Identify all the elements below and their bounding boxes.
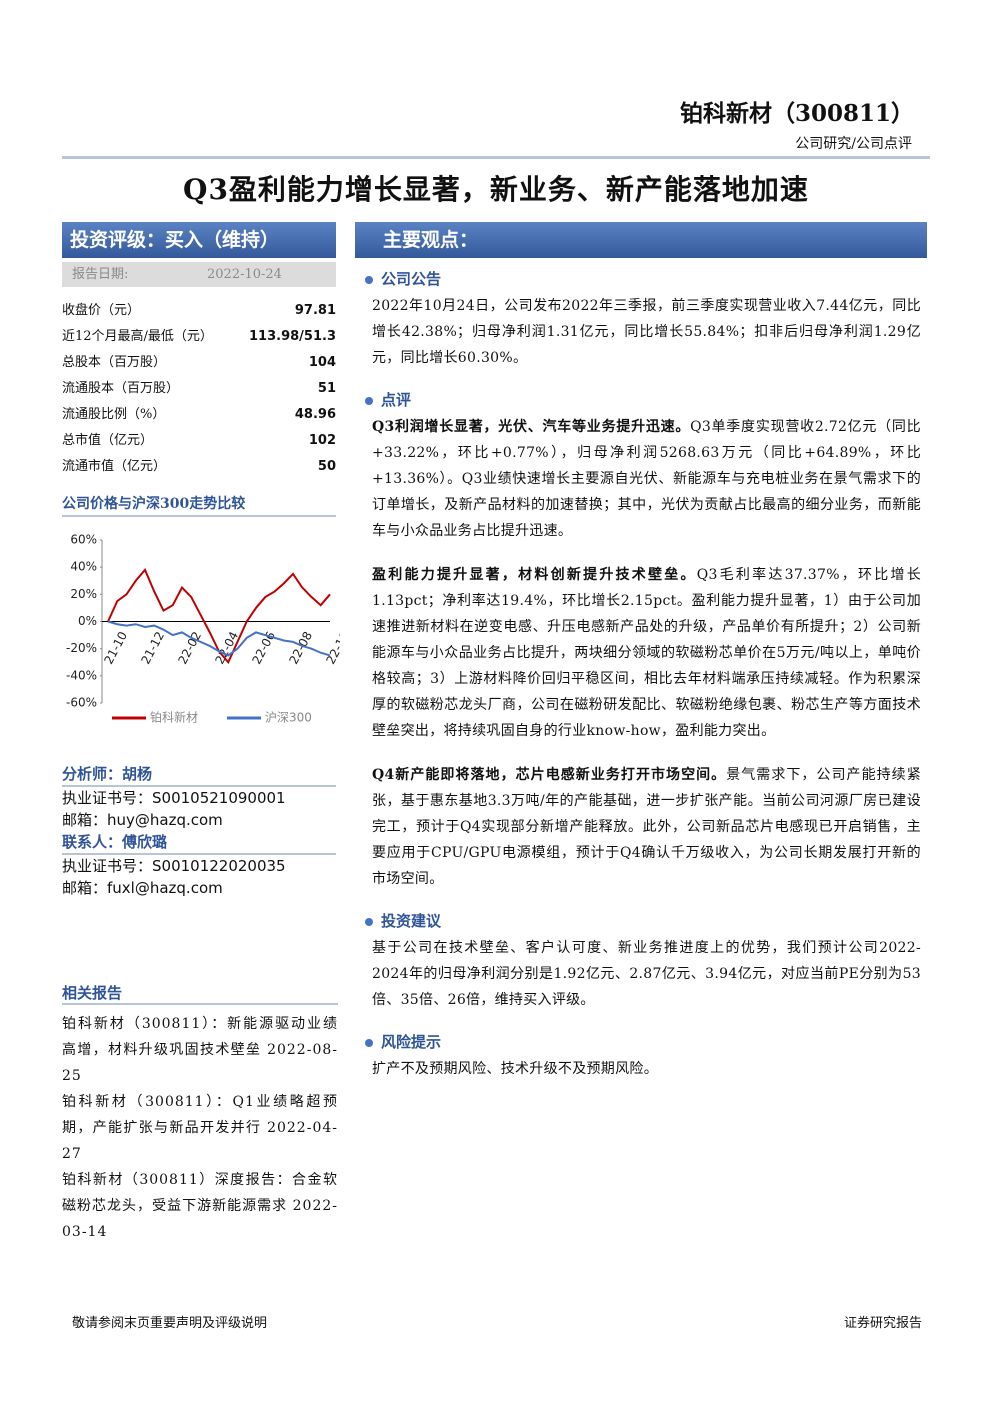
related-item: 铂科新材（300811）：新能源驱动业绩高增，材料升级巩固技术壁垒 2022-0…	[62, 1016, 338, 1084]
stat-label: 流通股本（百万股）	[62, 381, 180, 396]
paragraph: Q3利润增长显著，光伏、汽车等业务提升迅速。Q3单季度实现营收2.72亿元（同比…	[355, 414, 927, 544]
paragraph: Q4新产能即将落地，芯片电感新业务打开市场空间。景气需求下，公司产能持续紧张，基…	[355, 762, 927, 892]
paragraph-text: Q3毛利率达37.37%，环比增长1.13pct；净利率达19.4%，环比增长2…	[372, 567, 921, 739]
footer: 证券研究报告	[843, 1316, 922, 1331]
related-list: 铂科新材（300811）：新能源驱动业绩高增，材料升级巩固技术壁垒 2022-0…	[62, 1011, 338, 1245]
stat-value: 51	[317, 381, 336, 396]
stat-value: 113.98/51.3	[249, 329, 336, 344]
y-tick-label: 20%	[70, 587, 97, 601]
contact: 联系人：傅欣璐	[62, 831, 336, 855]
y-tick-label: 40%	[70, 560, 97, 574]
paragraph-lead: Q4新产能即将落地，芯片电感新业务打开市场空间。	[372, 767, 727, 783]
paragraph-text: 扩产不及预期风险、技术升级不及预期风险。	[372, 1061, 658, 1077]
paragraph-text: 基于公司在技术壁垒、客户认可度、新业务推进度上的优势，我们预计公司2022-20…	[372, 940, 921, 1008]
paragraph: 盈利能力提升显著，材料创新提升技术壁垒。Q3毛利率达37.37%，环比增长1.1…	[355, 562, 927, 744]
date-row: 报告日期: 2022-10-24	[62, 262, 336, 287]
series-line	[107, 620, 331, 657]
category: 公司研究/公司点评	[795, 136, 912, 152]
cert: 执业证书号：S0010521090001	[62, 789, 286, 807]
stat-value: 48.96	[294, 407, 336, 422]
footer: 敬请参阅末页重要声明及评级说明	[72, 1316, 268, 1331]
stat-row: 流通股本（百万股） 51	[62, 376, 336, 402]
related-item: 铂科新材（300811）：Q1业绩略超预期，产能扩张与新品开发并行 2022-0…	[62, 1094, 338, 1162]
email: 邮箱：huy@hazq.com	[62, 811, 223, 829]
stat-label: 总股本（百万股）	[62, 355, 167, 370]
stat-label: 收盘价（元）	[62, 303, 141, 318]
x-tick-label: 22-02	[175, 629, 204, 666]
related-title: 相关报告	[62, 982, 338, 1005]
stat-value: 104	[308, 355, 336, 370]
section-title: 风险提示	[365, 1031, 927, 1052]
paragraph-lead: 盈利能力提升显著，材料创新提升技术壁垒。	[372, 567, 697, 583]
stat-row: 流通股比例（%） 48.96	[62, 402, 336, 428]
date-label: 报告日期:	[72, 267, 129, 282]
stat-value: 97.81	[294, 303, 336, 318]
main: 主要观点： 公司公告 2022年10月24日，公司发布2022年三季报，前三季度实…	[355, 222, 927, 1100]
section-title: 公司公告	[365, 268, 927, 289]
stat-row: 流通市值（亿元） 50	[62, 454, 336, 480]
rating: 投资评级：买入（维持）	[62, 222, 336, 258]
main-heading: 主要观点：	[355, 222, 927, 258]
y-tick-label: 0%	[78, 614, 97, 628]
y-tick-label: -60%	[66, 696, 97, 710]
people: 分析师：胡杨 执业证书号：S0010521090001 邮箱：huy@hazq.…	[62, 763, 336, 899]
email: 邮箱：fuxl@hazq.com	[62, 879, 223, 897]
stat-label: 流通市值（亿元）	[62, 459, 167, 474]
stat-label: 近12个月最高/最低（元）	[62, 329, 213, 344]
paragraph-text: 景气需求下，公司产能持续紧张，基于惠东基地3.3万吨/年的产能基础，进一步扩张产…	[372, 767, 922, 887]
paragraph: 扩产不及预期风险、技术升级不及预期风险。	[355, 1056, 927, 1082]
stats: 收盘价（元） 97.81 近12个月最高/最低（元） 113.98/51.3 总股本（百…	[62, 298, 336, 480]
date: 2022-10-24	[207, 267, 282, 282]
paragraph-lead: Q3利润增长显著，光伏、汽车等业务提升迅速。	[372, 419, 691, 435]
stat-value: 102	[308, 433, 336, 448]
related-item: 铂科新材（300811）深度报告：合金软磁粉芯龙头，受益下游新能源需求 2022…	[62, 1172, 338, 1240]
cert: 执业证书号：S0010122020035	[62, 857, 286, 875]
section-title: 点评	[365, 389, 927, 410]
y-tick-label: 60%	[70, 533, 97, 547]
stat-value: 50	[317, 459, 336, 474]
stat-row: 近12个月最高/最低（元） 113.98/51.3	[62, 324, 336, 350]
company: 铂科新材（300811）	[679, 100, 914, 127]
report-title: Q3盈利能力增长显著，新业务、新产能落地加速	[183, 173, 809, 206]
stat-label: 流通股比例（%）	[62, 407, 166, 422]
rule	[62, 156, 930, 159]
stat-label: 总市值（亿元）	[62, 433, 154, 448]
paragraph: 基于公司在技术壁垒、客户认可度、新业务推进度上的优势，我们预计公司2022-20…	[355, 935, 927, 1013]
sections: 公司公告 2022年10月24日，公司发布2022年三季报，前三季度实现营业收入7…	[355, 268, 927, 1082]
related: 相关报告 铂科新材（300811）：新能源驱动业绩高增，材料升级巩固技术壁垒 2…	[62, 982, 338, 1245]
x-tick-label: 21-12	[138, 629, 167, 666]
chart-title: 公司价格与沪深300走势比较	[62, 495, 245, 512]
stat-row: 总股本（百万股） 104	[62, 350, 336, 376]
section-title: 投资建议	[365, 910, 927, 931]
stat-row: 总市值（亿元） 102	[62, 428, 336, 454]
stat-row: 收盘价（元） 97.81	[62, 298, 336, 324]
analyst: 分析师：胡杨	[62, 763, 336, 787]
legend-label: 沪深300	[265, 711, 312, 725]
y-tick-label: -40%	[66, 668, 97, 682]
paragraph-text: 2022年10月24日，公司发布2022年三季报，前三季度实现营业收入7.44亿…	[372, 298, 921, 366]
legend-label: 铂科新材	[150, 710, 198, 725]
x-tick-label: 21-10	[101, 629, 130, 666]
chart: 公司价格与沪深300走势比较 -60% -40% -20% 0% 20% 40% 60% 21-…	[62, 495, 340, 725]
paragraph: 2022年10月24日，公司发布2022年三季报，前三季度实现营业收入7.44亿…	[355, 293, 927, 371]
x-tick-label: 22-10	[323, 629, 340, 666]
paragraph-text: Q3单季度实现营收2.72亿元（同比+33.22%，环比+0.77%），归母净利…	[372, 419, 921, 539]
y-tick-label: -20%	[66, 641, 97, 655]
